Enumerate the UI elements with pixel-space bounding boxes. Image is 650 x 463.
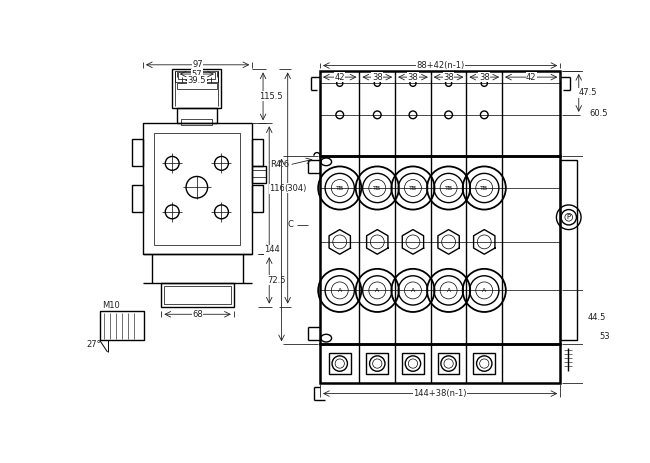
Text: 39.5: 39.5 — [188, 75, 206, 85]
Text: A: A — [375, 288, 380, 293]
Bar — [320, 156, 560, 344]
Bar — [473, 353, 495, 375]
Bar — [177, 108, 217, 123]
Text: A: A — [337, 288, 342, 293]
Bar — [153, 132, 240, 245]
Text: 115.5: 115.5 — [259, 92, 283, 101]
Text: 38: 38 — [443, 73, 454, 81]
Text: 57: 57 — [192, 69, 202, 79]
Text: 44.5: 44.5 — [588, 313, 606, 322]
Text: 144+38(n-1): 144+38(n-1) — [413, 389, 467, 398]
Text: 72.5: 72.5 — [268, 276, 286, 285]
Text: 68: 68 — [192, 310, 203, 319]
Bar — [100, 311, 144, 340]
Text: TB: TB — [409, 186, 417, 190]
Text: TB: TB — [335, 186, 344, 190]
Text: 116: 116 — [269, 184, 285, 193]
Text: C: C — [288, 220, 294, 230]
Bar — [438, 353, 460, 375]
Text: P: P — [567, 214, 571, 220]
Bar — [252, 185, 263, 212]
Text: A: A — [482, 288, 486, 293]
Bar — [132, 139, 143, 166]
Text: 60.5: 60.5 — [590, 109, 608, 118]
Text: TB: TB — [480, 186, 488, 190]
Bar — [177, 83, 217, 89]
Text: 97: 97 — [192, 60, 203, 69]
Bar — [402, 353, 424, 375]
Text: TB: TB — [373, 186, 382, 190]
Text: 47.5: 47.5 — [578, 88, 597, 97]
Bar — [132, 185, 143, 212]
Text: 38: 38 — [408, 73, 419, 81]
Text: 88+42(n-1): 88+42(n-1) — [416, 61, 464, 70]
Bar — [320, 344, 560, 383]
Bar — [161, 283, 234, 307]
Bar — [143, 123, 252, 254]
Text: 42: 42 — [335, 73, 345, 81]
Text: A: A — [411, 288, 415, 293]
Bar — [560, 160, 577, 340]
Text: M10: M10 — [101, 301, 120, 310]
Bar — [320, 71, 560, 156]
Bar — [181, 119, 213, 125]
Text: 144: 144 — [265, 245, 280, 255]
Bar — [152, 254, 243, 283]
Bar — [367, 353, 388, 375]
Bar — [164, 286, 231, 304]
Bar — [178, 72, 215, 80]
Text: R4.6: R4.6 — [270, 160, 289, 169]
Bar — [172, 69, 222, 108]
Text: A: A — [447, 288, 450, 293]
Bar — [329, 353, 350, 375]
Bar — [252, 139, 263, 166]
Bar — [176, 71, 218, 82]
Text: TB: TB — [445, 186, 452, 190]
Bar — [252, 166, 266, 182]
Text: 53: 53 — [599, 332, 610, 341]
Text: (304): (304) — [284, 183, 307, 193]
Text: 38: 38 — [372, 73, 383, 81]
Text: 42: 42 — [526, 73, 536, 81]
Text: 38: 38 — [479, 73, 489, 81]
Text: 27°: 27° — [86, 340, 101, 349]
